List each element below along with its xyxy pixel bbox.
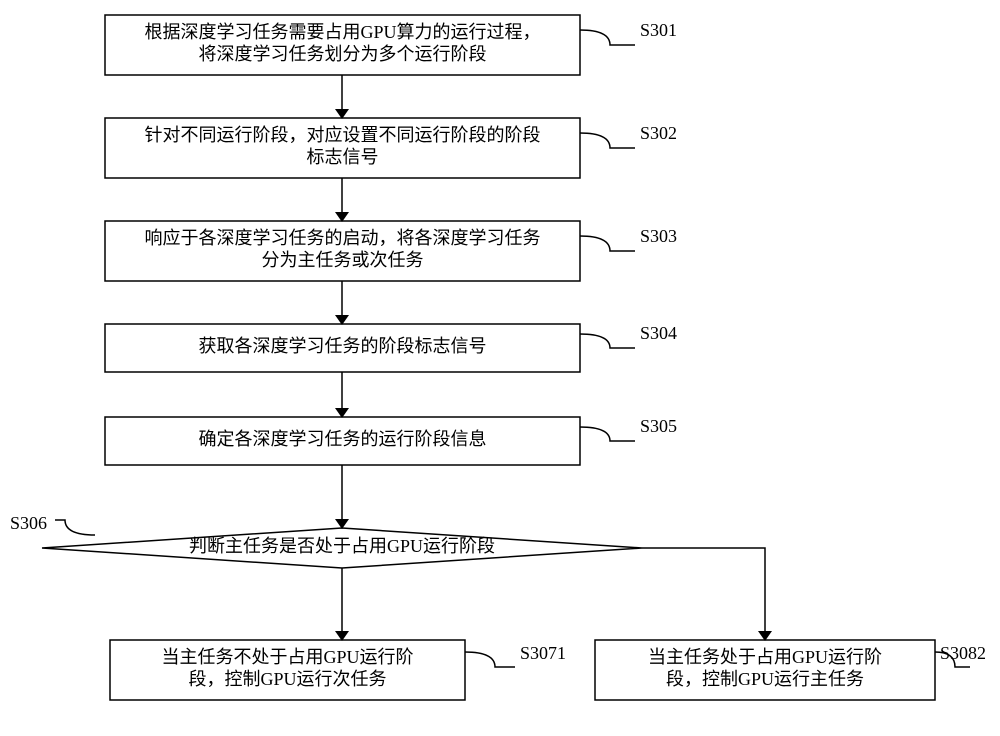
callout-line bbox=[580, 133, 635, 148]
step-label: S306 bbox=[10, 513, 47, 533]
flow-step-s3071: 当主任务不处于占用GPU运行阶段，控制GPU运行次任务 S3071 bbox=[110, 640, 566, 700]
callout-line bbox=[55, 520, 95, 535]
step-label: S303 bbox=[640, 226, 677, 246]
step-text: 当主任务不处于占用GPU运行阶 bbox=[161, 647, 413, 667]
step-text: 标志信号 bbox=[307, 147, 379, 167]
step-text: 段，控制GPU运行主任务 bbox=[666, 669, 864, 689]
callout-line bbox=[580, 30, 635, 45]
flow-step-s305: 确定各深度学习任务的运行阶段信息 S305 bbox=[105, 416, 677, 465]
callout-line bbox=[580, 334, 635, 348]
step-text: 获取各深度学习任务的阶段标志信号 bbox=[199, 336, 487, 356]
callout-line bbox=[580, 427, 635, 441]
step-text: 针对不同运行阶段，对应设置不同运行阶段的阶段 bbox=[145, 125, 541, 145]
flow-step-s3082: 当主任务处于占用GPU运行阶段，控制GPU运行主任务 S3082 bbox=[595, 640, 986, 700]
step-label: S302 bbox=[640, 123, 677, 143]
step-text: 当主任务处于占用GPU运行阶 bbox=[648, 647, 882, 667]
step-label: S3071 bbox=[520, 643, 566, 663]
step-text: 将深度学习任务划分为多个运行阶段 bbox=[199, 44, 487, 64]
flow-step-s303: 响应于各深度学习任务的启动，将各深度学习任务分为主任务或次任务 S303 bbox=[105, 221, 677, 281]
step-label: S304 bbox=[640, 323, 677, 343]
step-text: 段，控制GPU运行次任务 bbox=[188, 669, 386, 689]
flow-step-s301: 根据深度学习任务需要占用GPU算力的运行过程，将深度学习任务划分为多个运行阶段 S… bbox=[105, 15, 677, 75]
flow-step-s306: 判断主任务是否处于占用GPU运行阶段 S306 bbox=[10, 513, 642, 568]
step-label: S305 bbox=[640, 416, 677, 436]
step-text: 响应于各深度学习任务的启动，将各深度学习任务 bbox=[145, 228, 541, 248]
flow-step-s304: 获取各深度学习任务的阶段标志信号 S304 bbox=[105, 323, 677, 372]
step-text: 分为主任务或次任务 bbox=[262, 250, 424, 270]
callout-line bbox=[465, 652, 515, 667]
step-text: 判断主任务是否处于占用GPU运行阶段 bbox=[189, 536, 495, 556]
step-text: 根据深度学习任务需要占用GPU算力的运行过程， bbox=[144, 22, 540, 42]
step-text: 确定各深度学习任务的运行阶段信息 bbox=[199, 429, 487, 449]
connector-arrow bbox=[642, 548, 765, 640]
callout-line bbox=[580, 236, 635, 251]
step-label: S3082 bbox=[940, 643, 986, 663]
flow-step-s302: 针对不同运行阶段，对应设置不同运行阶段的阶段标志信号 S302 bbox=[105, 118, 677, 178]
step-label: S301 bbox=[640, 20, 677, 40]
